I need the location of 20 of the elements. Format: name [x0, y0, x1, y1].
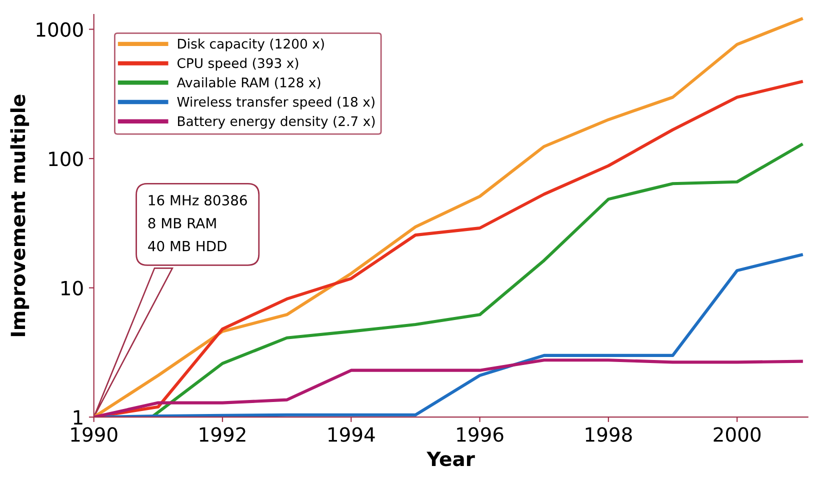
legend-label: Battery energy density (2.7 x) — [178, 116, 375, 129]
x-tick-label: 1992 — [200, 427, 246, 442]
x-axis-title: Year — [426, 452, 475, 466]
legend-label: Disk capacity (1200 x) — [178, 38, 324, 52]
y-axis-title: Improvement multiple — [10, 94, 30, 336]
x-tick-label: 1990 — [71, 427, 118, 442]
x-tick-label: 1994 — [328, 427, 375, 442]
y-tick-label: 1000 — [36, 22, 83, 37]
legend-label: Wireless transfer speed (18 x) — [177, 96, 374, 110]
x-tick-label: 1998 — [586, 427, 632, 442]
line-series — [94, 18, 803, 418]
line-series — [94, 358, 803, 418]
annotation: 16 MHz 80386 8 MB RAM 40 MB HDD — [148, 194, 247, 252]
x-tick-label: 2000 — [714, 427, 761, 442]
legend-label: CPU speed (393 x) — [177, 58, 298, 71]
x-tick-label: 1996 — [457, 427, 504, 442]
legend-label: Available RAM (128 x) — [176, 77, 320, 89]
y-tick-label: 10 — [62, 280, 83, 296]
y-tick-label: 100 — [49, 152, 83, 166]
y-tick-label: 1 — [74, 410, 82, 424]
